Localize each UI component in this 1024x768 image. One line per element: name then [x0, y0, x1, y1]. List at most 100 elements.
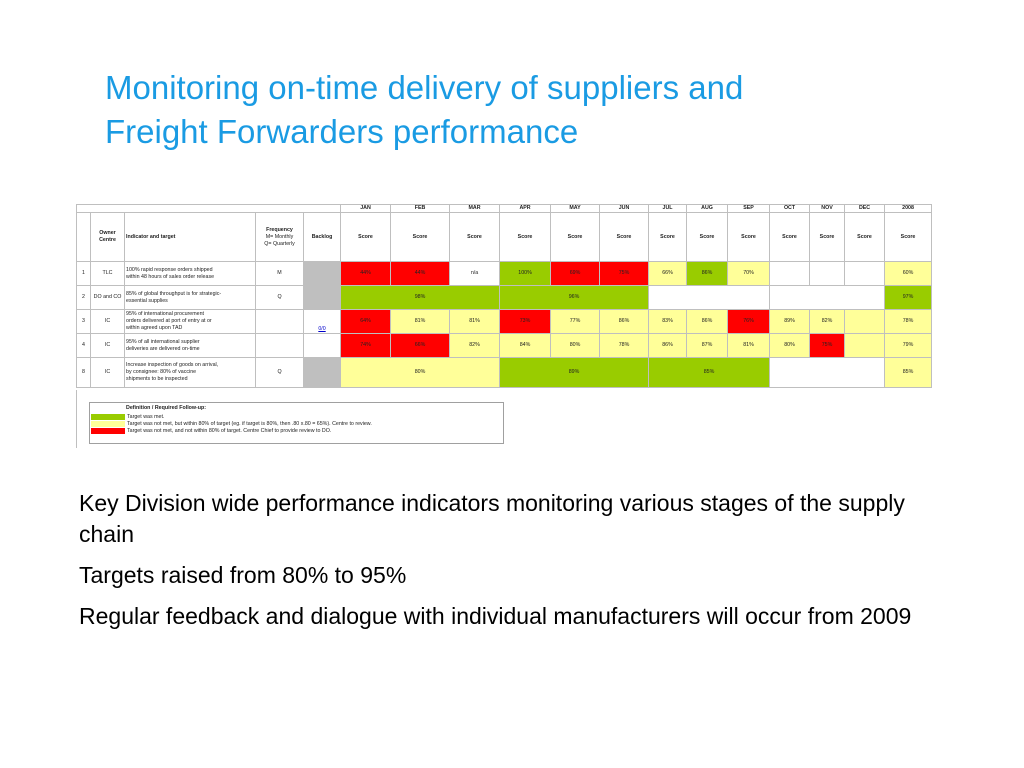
score-span-cell — [648, 285, 771, 310]
score-cell — [809, 261, 846, 286]
slide-title: Monitoring on-time delivery of suppliers… — [105, 66, 985, 154]
score-cell: 78% — [599, 333, 650, 358]
bullet-item: Key Division wide performance indicators… — [79, 490, 905, 547]
row-num: 2 — [76, 285, 91, 310]
legend-text: Target was not met, and not within 80% o… — [127, 428, 332, 434]
header-indicator: Indicator and target — [124, 212, 256, 262]
score-cell: 66% — [648, 261, 688, 286]
score-span-cell: 89% — [499, 357, 650, 388]
score-cell: 84% — [499, 333, 552, 358]
row-frequency: Q — [255, 285, 304, 310]
score-cell: 86% — [686, 261, 729, 286]
row-backlog — [302, 285, 342, 310]
month-header: 2008 — [884, 204, 933, 213]
bullet-item: Targets raised from 80% to 95% — [79, 562, 407, 588]
table-row: 1 TLC 100% rapid response orders shipped… — [76, 261, 933, 286]
slide-title-line-2: Freight Forwarders performance — [105, 113, 579, 150]
row-num: 3 — [76, 309, 91, 334]
backlog-link[interactable]: 0/0 — [318, 326, 326, 332]
score-cell: 74% — [340, 333, 392, 358]
header-frequency: Frequency M= Monthly Q= Quarterly — [255, 212, 304, 262]
score-span-cell: 85% — [648, 357, 771, 388]
header-score: Score — [844, 212, 886, 262]
score-cell: 86% — [686, 309, 729, 334]
score-cell: 81% — [727, 333, 771, 358]
score-cell: 76% — [727, 309, 771, 334]
month-header: JUL — [648, 204, 688, 213]
legend-swatch-red — [91, 428, 125, 434]
score-cell: 81% — [390, 309, 451, 334]
score-cell: 75% — [599, 261, 650, 286]
score-cell: 75% — [809, 333, 846, 358]
indicator-line: by consignee: 80% of vaccine — [126, 369, 197, 375]
score-cell: 44% — [390, 261, 451, 286]
indicator-line: within agreed upon TAD — [126, 325, 183, 331]
row-owner: TLC — [90, 261, 125, 286]
row-backlog — [302, 333, 342, 358]
score-span-cell — [769, 357, 886, 388]
legend-swatch-green — [91, 414, 125, 420]
month-header: OCT — [769, 204, 811, 213]
score-cell: 87% — [686, 333, 729, 358]
header-frequency-line: Frequency — [266, 226, 293, 233]
month-header: NOV — [809, 204, 846, 213]
slide-title-line-1: Monitoring on-time delivery of suppliers… — [105, 69, 744, 106]
row-num: 4 — [76, 333, 91, 358]
legend-item: Target was not met, and not within 80% o… — [91, 428, 501, 434]
indicator-line: shipments to be inspected — [126, 376, 188, 382]
score-cell: 44% — [340, 261, 392, 286]
score-span-cell: 96% — [499, 285, 650, 310]
row-owner: IC — [90, 333, 125, 358]
indicator-line: deliveries are delivered on-time — [126, 345, 200, 352]
score-cell: 83% — [648, 309, 688, 334]
header-num — [76, 212, 91, 262]
header-score: Score — [727, 212, 771, 262]
row-indicator: Increase inspection of goods on arrival,… — [124, 357, 256, 388]
month-header: APR — [499, 204, 552, 213]
header-score: Score — [550, 212, 601, 262]
table-row: 4 IC 95% of all international supplier d… — [76, 333, 933, 358]
score-cell: 70% — [727, 261, 771, 286]
indicator-line: 95% of all international supplier — [126, 338, 200, 345]
month-header-blank — [75, 204, 342, 213]
header-backlog: Backlog — [302, 212, 342, 262]
month-header: JUN — [599, 204, 650, 213]
header-score: Score — [340, 212, 392, 262]
row-num: 8 — [76, 357, 91, 388]
month-header: MAY — [550, 204, 601, 213]
table-row: 8 IC Increase inspection of goods on arr… — [76, 357, 933, 388]
score-cell — [844, 309, 886, 334]
month-header-row: JAN FEB MAR APR MAY JUN JUL AUG SEP OCT … — [75, 204, 933, 213]
row-owner: IC — [90, 309, 125, 334]
header-score: Score — [499, 212, 552, 262]
score-cell: 82% — [449, 333, 501, 358]
indicator-line: within 48 hours of sales order release — [126, 273, 215, 280]
row-indicator: 100% rapid response orders shipped withi… — [124, 261, 256, 286]
indicator-line: 100% rapid response orders shipped — [126, 266, 213, 273]
column-header-row: Owner Centre Indicator and target Freque… — [76, 212, 933, 262]
score-cell: 73% — [499, 309, 552, 334]
score-cell — [844, 261, 886, 286]
legend-frame-line — [76, 390, 77, 448]
score-cell: 81% — [449, 309, 501, 334]
score-cell: 100% — [499, 261, 552, 286]
legend-box: Definition / Required Follow-up: Target … — [89, 402, 504, 444]
header-score: Score — [769, 212, 811, 262]
score-cell: 89% — [769, 309, 811, 334]
indicator-line: 95% of international procurement — [126, 311, 205, 317]
kpi-table: JAN FEB MAR APR MAY JUN JUL AUG SEP OCT … — [75, 204, 933, 388]
legend-title: Definition / Required Follow-up: — [126, 405, 207, 411]
header-score: Score — [648, 212, 688, 262]
header-score: Score — [884, 212, 933, 262]
total-cell: 60% — [884, 261, 933, 286]
row-owner: DO and CO — [90, 285, 125, 310]
month-header: JAN — [340, 204, 392, 213]
total-cell: 85% — [884, 357, 933, 388]
legend-text: Target was met. — [127, 414, 165, 420]
header-score: Score — [809, 212, 846, 262]
indicator-line: Increase inspection of goods on arrival, — [126, 362, 219, 368]
header-score: Score — [390, 212, 451, 262]
bullet-list: Key Division wide performance indicators… — [79, 488, 959, 642]
row-indicator: 95% of international procurement orders … — [124, 309, 256, 334]
row-frequency: Q — [255, 357, 304, 388]
